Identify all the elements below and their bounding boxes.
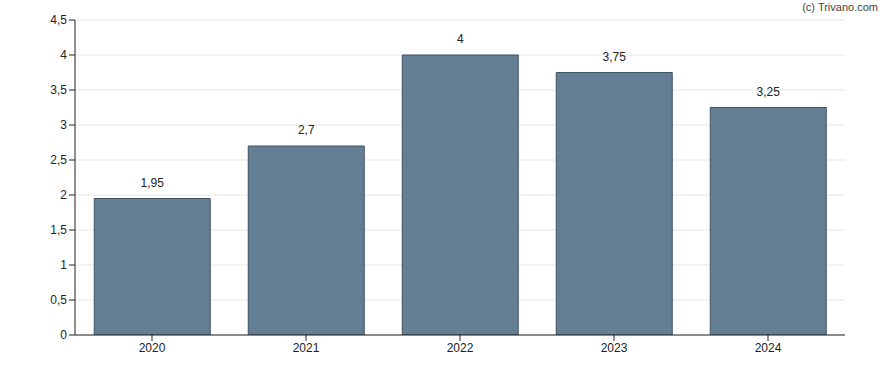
- svg-text:4: 4: [457, 32, 464, 46]
- svg-text:3,5: 3,5: [50, 83, 67, 97]
- svg-text:0: 0: [60, 328, 67, 342]
- svg-text:1,95: 1,95: [141, 176, 165, 190]
- svg-text:2: 2: [60, 188, 67, 202]
- svg-text:2023: 2023: [601, 341, 628, 355]
- svg-text:1,5: 1,5: [50, 223, 67, 237]
- svg-text:1: 1: [60, 258, 67, 272]
- svg-text:2,5: 2,5: [50, 153, 67, 167]
- svg-text:3,25: 3,25: [757, 85, 781, 99]
- svg-text:2024: 2024: [755, 341, 782, 355]
- html-text:(c) Trivano.com: (c) Trivano.com: [802, 1, 878, 13]
- svg-text:2,7: 2,7: [298, 123, 315, 137]
- svg-text:2022: 2022: [447, 341, 474, 355]
- svg-text:4: 4: [60, 48, 67, 62]
- svg-text:3,75: 3,75: [603, 50, 627, 64]
- svg-text:4,5: 4,5: [50, 13, 67, 27]
- svg-text:0,5: 0,5: [50, 293, 67, 307]
- svg-text:2020: 2020: [139, 341, 166, 355]
- svg-text:2021: 2021: [293, 341, 320, 355]
- svg-text:3: 3: [60, 118, 67, 132]
